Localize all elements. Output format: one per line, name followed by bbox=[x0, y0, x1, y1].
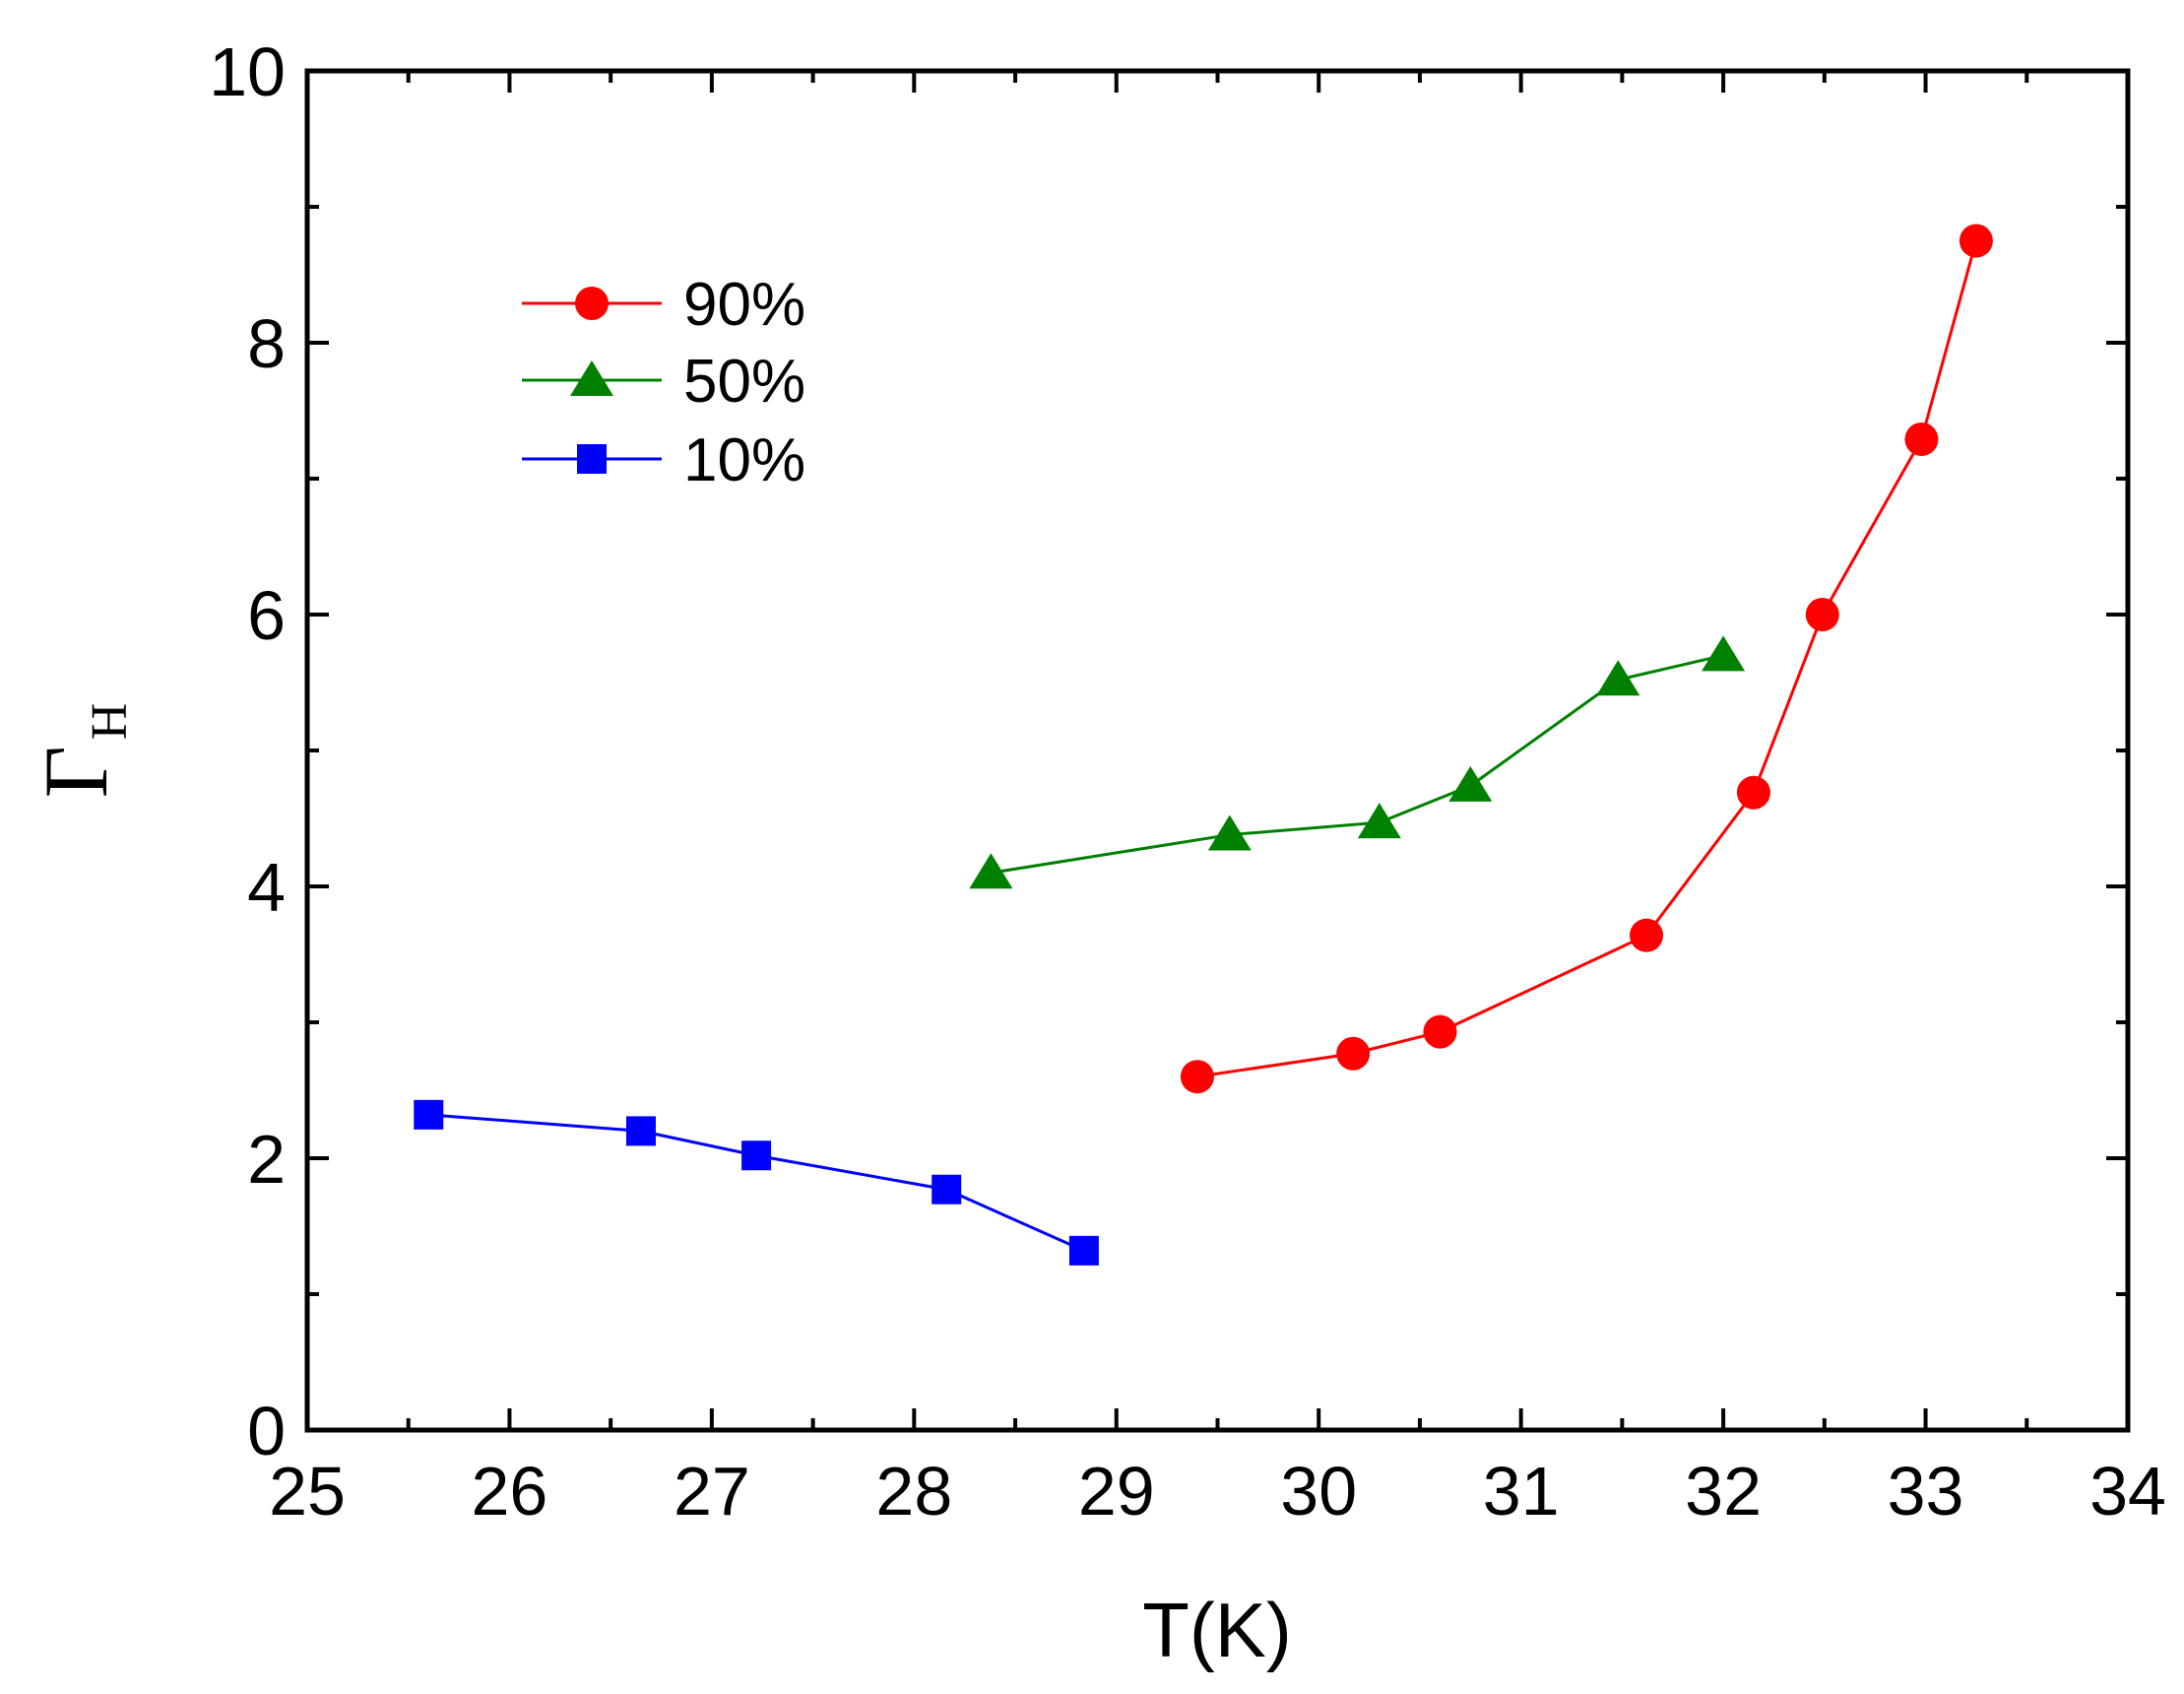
x-tick-label: 29 bbox=[1078, 1453, 1155, 1530]
data-point-50-pct bbox=[1702, 635, 1746, 672]
data-point-90-pct bbox=[1805, 598, 1839, 631]
data-point-90-pct bbox=[1423, 1014, 1457, 1049]
data-point-90-pct bbox=[1336, 1036, 1371, 1071]
data-point-50-pct bbox=[1448, 765, 1493, 802]
y-axis-title-subscript: H bbox=[82, 703, 138, 741]
legend-marker-90-pct bbox=[575, 287, 609, 320]
x-tick-label: 32 bbox=[1685, 1453, 1762, 1530]
legend: 90% 50% 10% bbox=[522, 271, 805, 494]
legend-label-50-pct: 50% bbox=[683, 348, 805, 416]
data-point-90-pct bbox=[1959, 224, 1993, 258]
legend-marker-50-pct bbox=[570, 360, 613, 396]
y-tick-label: 4 bbox=[247, 849, 286, 926]
data-point-50-pct bbox=[1596, 660, 1640, 696]
legend-marker-10-pct bbox=[577, 444, 607, 474]
data-point-90-pct bbox=[1180, 1060, 1214, 1094]
series-line-10-pct bbox=[428, 1113, 1085, 1253]
y-tick-label: 6 bbox=[247, 577, 286, 654]
data-point-10-pct bbox=[741, 1140, 772, 1171]
legend-label-90-pct: 90% bbox=[683, 271, 805, 339]
x-tick-label: 33 bbox=[1888, 1453, 1964, 1530]
series-layer bbox=[414, 224, 1993, 1266]
data-point-50-pct bbox=[1357, 803, 1401, 839]
legend-label-10-pct: 10% bbox=[683, 426, 805, 494]
data-point-50-pct bbox=[969, 853, 1013, 889]
y-tick-label: 8 bbox=[247, 305, 286, 382]
series-line-90-pct bbox=[1196, 240, 1978, 1078]
data-point-10-pct bbox=[1068, 1235, 1099, 1266]
x-axis-title: T(K) bbox=[1142, 1587, 1292, 1673]
x-tick-label: 30 bbox=[1280, 1453, 1357, 1530]
x-axis-ticks: 25 26 27 28 29 30 31 32 33 34 bbox=[269, 71, 2166, 1530]
y-tick-label: 2 bbox=[247, 1121, 286, 1198]
y-tick-label: 0 bbox=[247, 1393, 286, 1469]
data-point-90-pct bbox=[1736, 775, 1770, 810]
x-tick-label: 31 bbox=[1483, 1453, 1560, 1530]
x-tick-label: 26 bbox=[472, 1453, 548, 1530]
x-tick-label: 25 bbox=[269, 1453, 346, 1530]
data-point-90-pct bbox=[1630, 918, 1664, 952]
data-point-10-pct bbox=[931, 1174, 962, 1205]
y-tick-label: 10 bbox=[209, 33, 286, 110]
data-point-50-pct bbox=[1207, 814, 1252, 851]
plot-frame bbox=[304, 68, 2131, 1433]
data-point-10-pct bbox=[625, 1116, 656, 1146]
series-line-50-pct bbox=[991, 653, 1724, 875]
data-point-90-pct bbox=[1904, 422, 1939, 456]
y-axis-ticks: 0 2 4 6 8 10 bbox=[209, 33, 2128, 1469]
data-point-10-pct bbox=[414, 1099, 444, 1130]
x-tick-label: 28 bbox=[875, 1453, 952, 1530]
x-tick-label: 34 bbox=[2089, 1453, 2166, 1530]
y-axis-title: ΓH bbox=[26, 703, 138, 799]
x-tick-label: 27 bbox=[674, 1453, 750, 1530]
y-axis-title-main: Γ bbox=[26, 746, 126, 798]
